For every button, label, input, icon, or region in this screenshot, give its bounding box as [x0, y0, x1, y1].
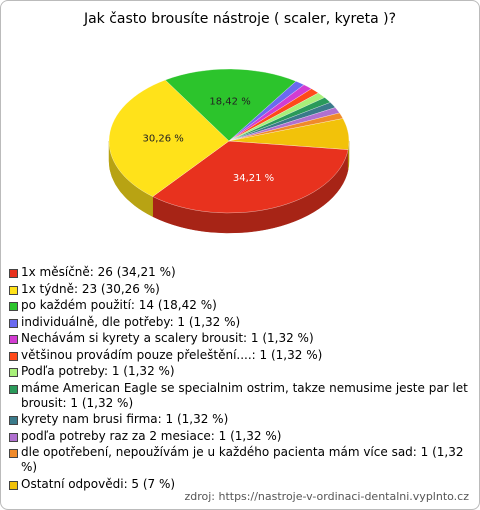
legend-item: dle opotřebení, nepoužívám je u každého … [9, 445, 469, 475]
legend-item: máme American Eagle se specialnim ostrim… [9, 381, 469, 411]
legend-label: podľa potreby raz za 2 mesiace: 1 (1,32 … [21, 428, 282, 443]
legend-swatch [9, 285, 18, 295]
legend-label: 1x měsíčně: 26 (34,21 %) [21, 265, 176, 279]
slice [152, 140, 349, 214]
legend-swatch [9, 351, 18, 361]
legend-swatch [9, 302, 18, 311]
legend-item: podľa potreby raz za 2 mesiace: 1 (1,32 … [9, 429, 469, 444]
pie: 34,21 % 30,26 % 18,42 % [108, 68, 350, 234]
legend-item: individuálně, dle potřeby: 1 (1,32 %) [9, 315, 469, 330]
value-label: 34,21 % [233, 173, 274, 184]
slice [165, 68, 297, 142]
legend-label: kyrety nam brusi firma: 1 (1,32 %) [21, 412, 229, 426]
legend-item: většinou provádím pouze přeleštění....: … [9, 348, 469, 363]
legend-item: 1x týdně: 23 (30,26 %) [9, 282, 469, 297]
value-label: 18,42 % [209, 96, 250, 107]
legend-swatch [9, 480, 18, 490]
legend-swatch [9, 335, 18, 344]
legend-item: 1x měsíčně: 26 (34,21 %) [9, 265, 469, 280]
legend-swatch [9, 384, 18, 394]
source: zdroj: https://nastroje-v-ordinaci-denta… [184, 490, 469, 503]
legend-swatch [9, 449, 18, 458]
legend-label: většinou provádím pouze přeleštění....: … [21, 347, 323, 362]
legend-label: dle opotřebení, nepoužívám je u každého … [21, 445, 464, 474]
legend-label: po každém použití: 14 (18,42 %) [21, 298, 217, 312]
legend-label: Ostatní odpovědi: 5 (7 %) [21, 476, 176, 491]
legend: 1x měsíčně: 26 (34,21 %) 1x týdně: 23 (30… [9, 265, 469, 493]
legend-swatch [9, 318, 18, 328]
slice [228, 118, 350, 150]
legend-label: máme American Eagle se specialnim ostrim… [21, 380, 468, 410]
legend-swatch [9, 368, 18, 377]
slice [108, 79, 230, 197]
value-label: 30,26 % [142, 133, 183, 144]
legend-item: Podľa potreby: 1 (1,32 %) [9, 364, 469, 379]
legend-item: Nechávám si kyrety a scalery brousit: 1 … [9, 331, 469, 346]
legend-item: kyrety nam brusi firma: 1 (1,32 %) [9, 412, 469, 427]
chart-title: Jak často brousíte nástroje ( scaler, ky… [83, 11, 397, 27]
legend-label: Podľa potreby: 1 (1,32 %) [21, 364, 175, 378]
legend-swatch [9, 416, 18, 425]
legend-label: Nechávám si kyrety a scalery brousit: 1 … [21, 331, 314, 345]
legend-item: Ostatní odpovědi: 5 (7 %) [9, 477, 469, 492]
legend-item: po každém použití: 14 (18,42 %) [9, 298, 469, 313]
legend-swatch [9, 269, 18, 278]
legend-label: individuálně, dle potřeby: 1 (1,32 %) [21, 314, 241, 329]
legend-swatch [9, 432, 18, 442]
legend-label: 1x týdně: 23 (30,26 %) [21, 281, 160, 296]
